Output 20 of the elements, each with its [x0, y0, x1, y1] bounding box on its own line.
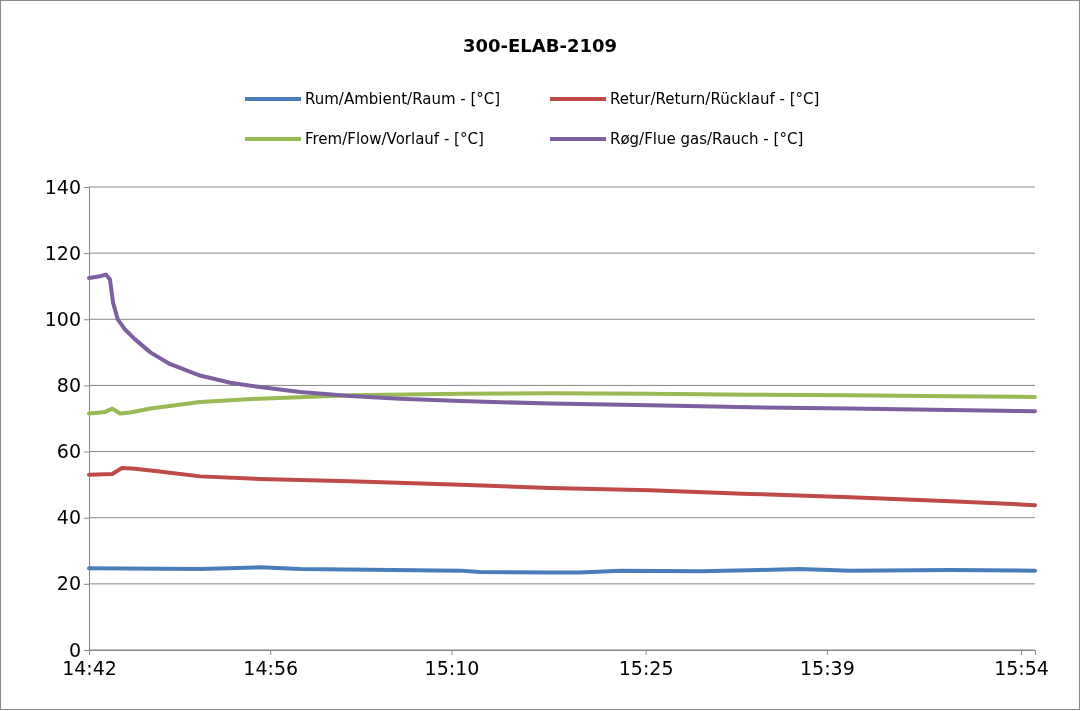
y-tick-label: 40: [56, 506, 81, 529]
y-tick-label: 120: [44, 241, 81, 264]
line-series: [87, 391, 1037, 416]
x-tick-label: 15:39: [799, 657, 855, 680]
line-series: [87, 272, 1037, 414]
y-tick-label: 20: [56, 572, 81, 595]
y-tick-label: 100: [44, 307, 81, 330]
y-tick-label: 140: [44, 175, 81, 198]
y-tick-label: 80: [56, 374, 81, 397]
y-tick-label: 60: [56, 440, 81, 463]
legend-label: Rum/Ambient/Raum - [°C]: [305, 90, 501, 109]
x-tick-label: 15:54: [994, 657, 1049, 680]
x-tick-label: 14:56: [243, 657, 299, 680]
legend-label: Røg/Flue gas/Rauch - [°C]: [610, 130, 804, 149]
legend-label: Retur/Return/Rücklauf - [°C]: [610, 90, 820, 109]
legend-label: Frem/Flow/Vorlauf - [°C]: [305, 130, 484, 149]
x-tick-label: 15:25: [618, 657, 674, 680]
x-tick-label: 15:10: [424, 657, 480, 680]
chart-title: 300-ELAB-2109: [462, 35, 618, 56]
line-series: [87, 466, 1037, 508]
